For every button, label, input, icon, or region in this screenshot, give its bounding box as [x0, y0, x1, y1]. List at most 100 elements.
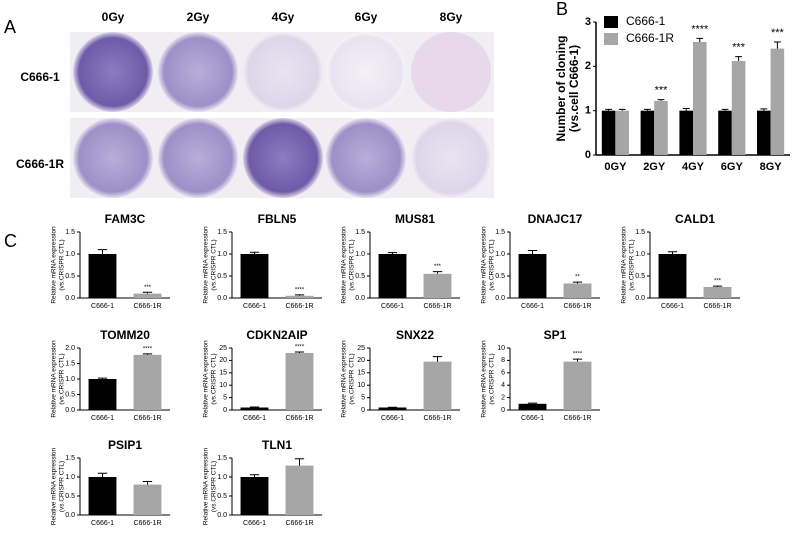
- y-tick-label: 1.5: [217, 455, 227, 462]
- bar: [285, 295, 314, 298]
- y-tick-label: 1.0: [635, 251, 645, 258]
- y-tick-label: 1.5: [635, 229, 645, 236]
- bar: [518, 254, 547, 298]
- row-label: C666-1: [20, 70, 60, 84]
- column-label: 8Gy: [440, 10, 463, 24]
- y-tick-label: 25: [357, 345, 365, 352]
- bar: [640, 110, 655, 155]
- error-bar: [667, 251, 678, 254]
- y-tick-label: 15: [357, 370, 365, 377]
- chart-title: DNAJC17: [528, 212, 583, 226]
- x-tick-label: C666-1R: [133, 520, 161, 527]
- error-bar: [294, 294, 305, 296]
- dish: [73, 118, 153, 198]
- y-axis-label: Number of cloning: [554, 36, 568, 142]
- chart-title: SNX22: [396, 328, 434, 342]
- y-axis-label: Relative mRNA expression: [341, 226, 348, 304]
- y-tick-label: 10: [357, 382, 365, 389]
- y-tick-label: 1.5: [65, 360, 75, 367]
- error-bar: [696, 37, 704, 42]
- legend-swatch: [604, 16, 618, 28]
- y-axis-label: Relative mRNA expression: [51, 340, 58, 418]
- bar: [240, 254, 269, 298]
- y-tick-label: 0.5: [217, 493, 227, 500]
- error-bar: [249, 251, 260, 254]
- bar: [518, 403, 547, 410]
- y-tick-label: 0.5: [217, 273, 227, 280]
- error-bar: [605, 108, 613, 111]
- dish: [411, 32, 491, 112]
- y-tick-label: 1.0: [355, 251, 365, 258]
- y-axis-label: Relative mRNA expression: [51, 226, 58, 304]
- error-bar: [97, 472, 108, 477]
- error-bar: [657, 99, 665, 101]
- error-bar: [432, 271, 443, 274]
- y-tick-label: 1.0: [65, 251, 75, 258]
- column-label: 0Gy: [102, 10, 125, 24]
- error-bar: [527, 402, 538, 404]
- error-bar: [773, 41, 781, 49]
- y-axis-label: Relative mRNA expression: [481, 340, 488, 418]
- significance: ***: [655, 84, 669, 96]
- significance: **: [575, 275, 580, 281]
- dish: [326, 32, 406, 112]
- x-tick-label: C666-1: [521, 303, 544, 310]
- chart-title: CDKN2AIP: [246, 328, 307, 342]
- bar: [718, 110, 732, 155]
- error-bar: [97, 377, 108, 379]
- dish: [411, 118, 491, 198]
- x-tick-label: C666-1R: [133, 303, 161, 310]
- y-tick-label: 1.5: [217, 229, 227, 236]
- y-tick-label: 1.5: [355, 229, 365, 236]
- y-tick-label: 5: [223, 394, 227, 401]
- y-axis-label: Relative mRNA expression: [203, 447, 210, 525]
- y-tick-label: 2: [501, 394, 505, 401]
- y-axis-label: (vs.CRISPR CTL): [211, 239, 218, 290]
- x-tick-label: C666-1: [381, 303, 404, 310]
- y-tick-label: 10: [219, 382, 227, 389]
- dish: [158, 118, 238, 198]
- bar: [563, 283, 592, 298]
- x-tick-label: C666-1R: [563, 303, 591, 310]
- y-tick-label: 2: [585, 60, 591, 72]
- x-tick-label: C666-1: [661, 303, 684, 310]
- y-tick-label: 0.0: [355, 295, 365, 302]
- significance: ****: [295, 287, 305, 293]
- x-tick-label: C666-1R: [285, 520, 313, 527]
- error-bar: [644, 108, 651, 111]
- y-tick-label: 0: [223, 407, 227, 414]
- panel-label: B: [556, 0, 568, 19]
- y-axis-label: (vs.cell C666-1): [567, 45, 581, 132]
- error-bar: [682, 107, 690, 111]
- significance: ****: [573, 352, 583, 358]
- chart-title: TLN1: [262, 438, 292, 452]
- x-tick-label: C666-1: [91, 415, 114, 422]
- bar: [563, 361, 592, 410]
- y-tick-label: 4: [501, 382, 505, 389]
- bar: [703, 287, 732, 298]
- bar: [240, 407, 269, 410]
- x-tick-label: C666-1R: [703, 303, 731, 310]
- bar: [654, 100, 668, 155]
- significance: ***: [732, 41, 746, 53]
- x-tick-label: C666-1: [521, 415, 544, 422]
- y-tick-label: 1.5: [65, 229, 75, 236]
- y-tick-label: 0.0: [217, 295, 227, 302]
- y-tick-label: 0.0: [65, 512, 75, 519]
- x-tick-label: C666-1R: [285, 303, 313, 310]
- bar: [679, 110, 693, 155]
- significance: ***: [714, 279, 722, 285]
- y-axis-label: (vs.CRISPR CTL): [629, 239, 636, 290]
- error-bar: [527, 249, 538, 254]
- y-tick-label: 1.0: [65, 376, 75, 383]
- y-tick-label: 1.0: [65, 474, 75, 481]
- x-tick-label: 8GY: [760, 161, 783, 173]
- bar: [731, 61, 746, 155]
- bar: [285, 465, 314, 515]
- bar: [601, 110, 616, 155]
- y-tick-label: 0.0: [217, 512, 227, 519]
- y-tick-label: 1.5: [495, 229, 505, 236]
- bar: [658, 254, 687, 298]
- column-label: 6Gy: [355, 10, 378, 24]
